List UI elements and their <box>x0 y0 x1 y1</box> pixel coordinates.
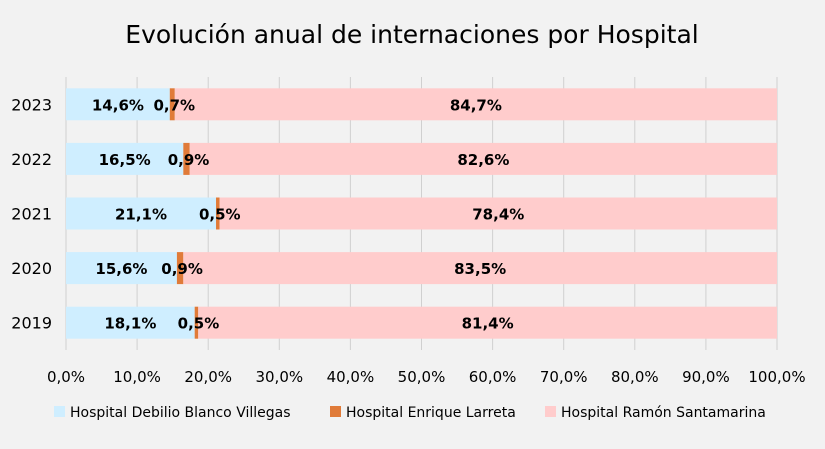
y-tick-label: 2023 <box>11 95 52 114</box>
y-axis-labels: 2023 2022 2021 2020 2019 <box>11 95 52 332</box>
legend-label: Hospital Debilio Blanco Villegas <box>70 405 291 421</box>
bar-segment <box>174 88 777 121</box>
bar-segment <box>189 142 778 175</box>
bars: 14,6% 0,7% 84,7% 16,5% 0,9% 82,6% 21,1% 0,5% 78,… <box>66 88 778 339</box>
bar-segment <box>194 306 199 339</box>
data-label: 0,7% <box>153 96 195 114</box>
data-label: 15,6% <box>95 260 147 278</box>
data-label: 14,6% <box>92 96 144 114</box>
bar-segment <box>183 142 190 175</box>
bar-segment <box>198 306 778 339</box>
data-label: 0,5% <box>178 315 220 333</box>
y-tick-label: 2019 <box>11 314 52 333</box>
legend: Hospital Debilio Blanco Villegas Hospital… <box>54 405 766 421</box>
data-label: 78,4% <box>472 206 524 224</box>
data-label: 84,7% <box>450 96 502 114</box>
legend-label: Hospital Enrique Larreta <box>346 405 516 421</box>
bar-segment <box>66 197 217 230</box>
x-tick-label: 10,0% <box>113 368 161 386</box>
bar-segment <box>66 252 177 285</box>
x-tick-label: 80,0% <box>611 368 659 386</box>
y-tick-label: 2020 <box>11 259 52 278</box>
data-label: 81,4% <box>462 315 514 333</box>
bar-segment <box>219 197 778 230</box>
bar-segment <box>216 197 220 230</box>
data-label: 0,5% <box>199 206 241 224</box>
bar-segment <box>176 252 184 285</box>
data-label: 21,1% <box>115 206 167 224</box>
legend-swatch <box>54 406 65 417</box>
y-tick-label: 2022 <box>11 150 52 169</box>
x-tick-label: 0,0% <box>47 368 85 386</box>
legend-swatch <box>330 406 341 417</box>
y-tick-label: 2021 <box>11 205 52 224</box>
x-tick-label: 20,0% <box>184 368 232 386</box>
x-tick-label: 60,0% <box>469 368 517 386</box>
data-label: 82,6% <box>457 151 509 169</box>
bar-segment <box>66 306 195 339</box>
x-tick-label: 100,0% <box>748 368 805 386</box>
chart-title: Evolución anual de internaciones por Hos… <box>125 20 698 49</box>
data-label: 16,5% <box>99 151 151 169</box>
x-tick-label: 40,0% <box>327 368 375 386</box>
bar-segment <box>169 88 175 121</box>
data-label: 18,1% <box>104 315 156 333</box>
legend-swatch <box>545 406 556 417</box>
data-label: 83,5% <box>454 260 506 278</box>
data-label: 0,9% <box>168 151 210 169</box>
x-tick-label: 70,0% <box>540 368 588 386</box>
bar-segment <box>66 88 170 121</box>
bar-segment <box>66 142 184 175</box>
x-axis-labels: 0,0% 10,0% 20,0% 30,0% 40,0% 50,0% 60,0% 70,0% 8… <box>47 368 806 386</box>
data-label: 0,9% <box>161 260 203 278</box>
x-tick-label: 30,0% <box>255 368 303 386</box>
bar-segment <box>183 252 777 285</box>
x-tick-label: 90,0% <box>682 368 730 386</box>
legend-label: Hospital Ramón Santamarina <box>561 405 766 421</box>
x-tick-label: 50,0% <box>398 368 446 386</box>
